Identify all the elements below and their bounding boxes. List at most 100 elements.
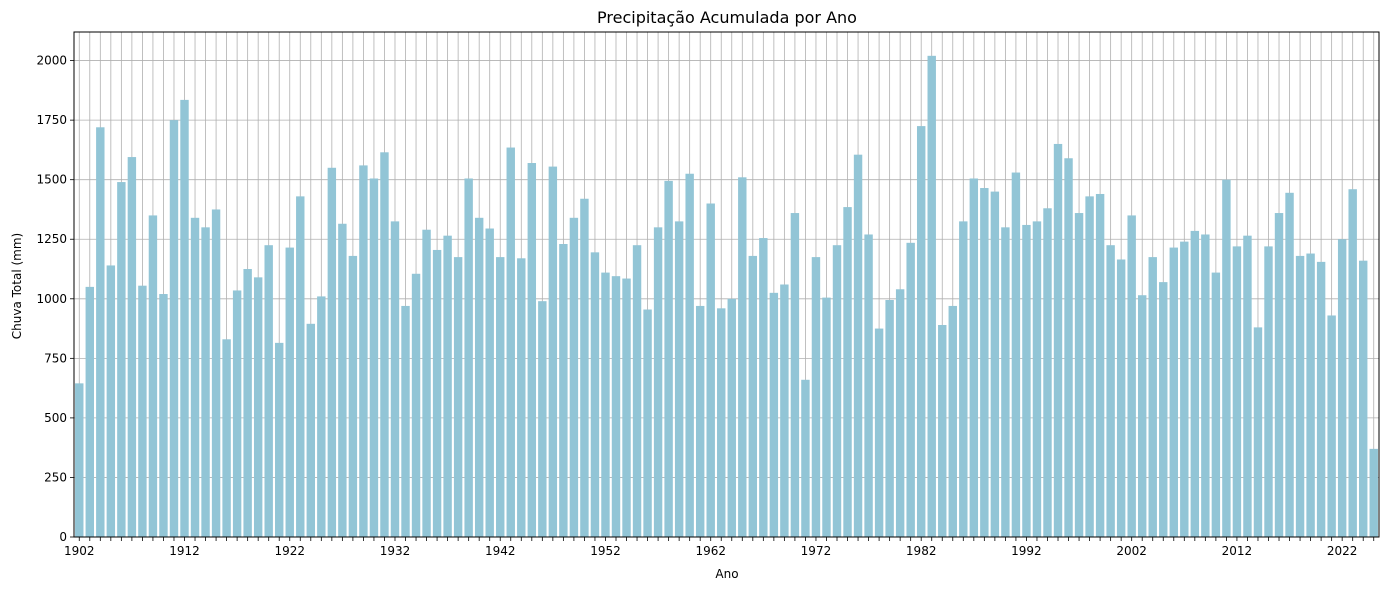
y-tick-label: 250 [44, 470, 67, 484]
bar [580, 198, 589, 537]
bar [1032, 221, 1042, 537]
bar [906, 242, 915, 538]
bar [864, 234, 873, 537]
y-tick-label: 1250 [36, 232, 67, 246]
bar [359, 165, 368, 537]
y-tick-label: 1000 [36, 292, 67, 306]
bar [769, 292, 779, 537]
bar [759, 238, 768, 537]
bar [117, 182, 126, 538]
bar [738, 177, 747, 537]
x-tick-label: 1902 [64, 544, 95, 558]
x-axis-ticks: 1902 1912 1922 1932 1942 1952 1962 1972 1982 1992… [64, 537, 1375, 558]
bar [1253, 327, 1263, 537]
bar [1306, 253, 1315, 537]
bar [1169, 247, 1178, 538]
bar [643, 309, 652, 537]
x-tick-label: 1952 [590, 544, 621, 558]
bar [601, 272, 610, 537]
bar [1106, 245, 1115, 538]
bar [1022, 224, 1031, 537]
bar [222, 339, 231, 537]
bar [1190, 230, 1200, 537]
x-tick-label: 2002 [1116, 544, 1147, 558]
bar [1201, 234, 1210, 537]
bar [1222, 179, 1231, 538]
bar [801, 379, 810, 537]
bar [811, 257, 821, 537]
plot-frame [73, 31, 1380, 538]
bar [695, 305, 705, 537]
bar [969, 178, 979, 538]
bar [1327, 315, 1336, 537]
y-tick-label: 1750 [36, 113, 67, 127]
y-tick-label: 0 [59, 530, 67, 544]
bar [264, 245, 273, 538]
bar [390, 221, 400, 537]
bar [790, 213, 800, 538]
bar [1043, 208, 1052, 537]
bar [1085, 196, 1094, 537]
bar [253, 277, 263, 537]
bar [443, 235, 452, 537]
bar [916, 126, 926, 537]
bar [874, 328, 884, 537]
bar [464, 178, 473, 538]
bar [569, 217, 579, 537]
y-axis-ticks: 0 250 500 750 1000 1250 1500 1750 2000 [36, 54, 74, 544]
bar [653, 227, 663, 537]
bar [559, 244, 568, 538]
bar [159, 294, 168, 537]
bar [527, 163, 537, 537]
x-tick-label: 1992 [1011, 544, 1042, 558]
bar [664, 180, 673, 538]
bar [422, 229, 431, 537]
x-tick-label: 2012 [1222, 544, 1253, 558]
bar [1127, 215, 1136, 538]
bar [822, 297, 831, 537]
bars [75, 55, 1378, 538]
bar [1074, 213, 1084, 538]
bar [275, 342, 284, 537]
bar [1137, 295, 1147, 537]
bar [411, 273, 421, 537]
bar [843, 207, 852, 537]
bar [959, 221, 968, 537]
bar [106, 265, 116, 537]
bar [538, 301, 547, 537]
y-tick-label: 500 [44, 411, 67, 425]
bar [432, 249, 442, 537]
bar [611, 276, 621, 537]
bar [1211, 272, 1221, 537]
bar [75, 383, 84, 537]
bar [938, 324, 947, 537]
bar [211, 209, 221, 537]
bar [169, 120, 179, 538]
bar [832, 245, 842, 538]
bar [706, 203, 715, 537]
bar [632, 245, 642, 538]
bar [138, 285, 147, 537]
bar [190, 217, 200, 537]
chart-title: Precipitação Acumulada por Ano [597, 8, 857, 27]
bar [780, 284, 789, 537]
y-tick-label: 750 [44, 351, 67, 365]
bar [1316, 261, 1326, 537]
bar [201, 227, 210, 537]
bar [1285, 192, 1294, 537]
bar [853, 154, 863, 537]
bar [85, 286, 94, 537]
x-tick-label: 1982 [906, 544, 937, 558]
bar [1001, 227, 1010, 537]
bar [1295, 255, 1305, 537]
bar [348, 255, 358, 537]
bar [1053, 143, 1063, 537]
bar [727, 298, 736, 537]
bar [927, 55, 936, 538]
bar [243, 269, 252, 537]
bar [453, 257, 463, 537]
axes [73, 31, 1380, 538]
bar [748, 255, 758, 537]
bar [506, 147, 515, 538]
bar [895, 289, 905, 537]
